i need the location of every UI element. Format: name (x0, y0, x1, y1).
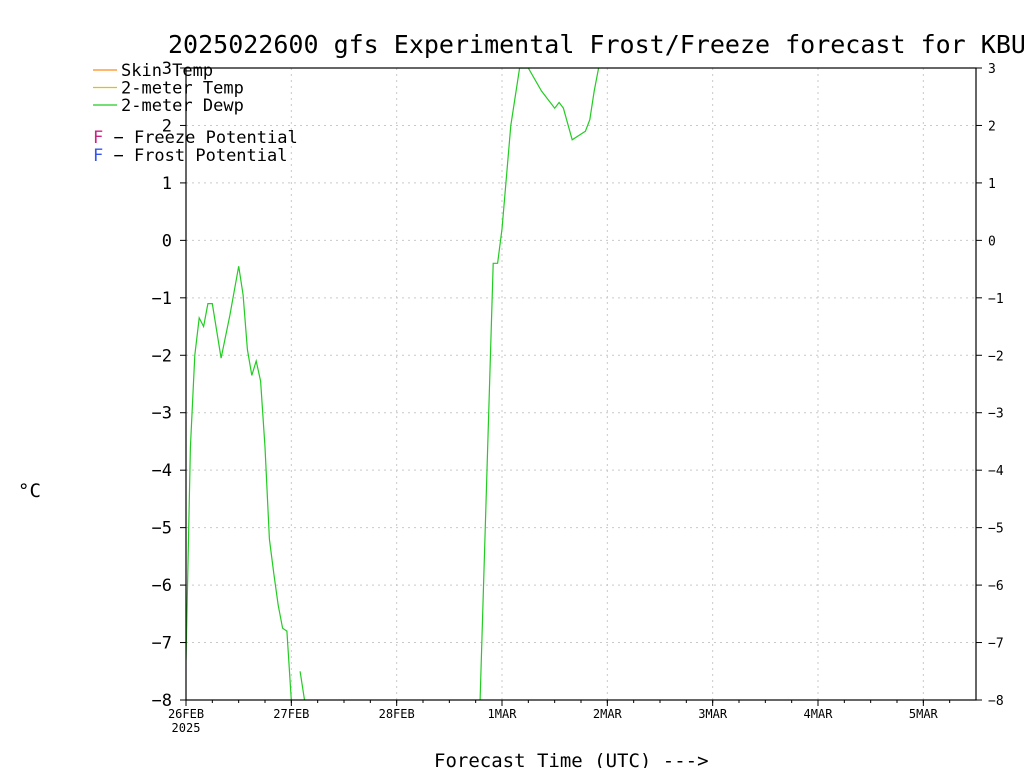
y-tick-label-right: −5 (988, 522, 1004, 537)
x-tick-label: 27FEB (273, 707, 309, 721)
legend-label: 2-meter Dewp (121, 96, 244, 116)
y-tick-label: −6 (152, 576, 172, 596)
x-tick-label: 28FEB (379, 707, 415, 721)
potential-letter: F (93, 128, 103, 148)
y-tick-label-right: −1 (988, 292, 1004, 307)
potential-legend-item: F − Frost Potential (93, 146, 287, 166)
y-tick-label-right: −4 (988, 464, 1004, 479)
x-tick-label: 2MAR (593, 707, 623, 721)
y-tick-label: −4 (152, 461, 172, 481)
plot-frame (185, 67, 977, 701)
y-tick-label: −1 (152, 289, 172, 309)
y-tick-label-right: 2 (988, 119, 996, 134)
potential-legend-item: F − Freeze Potential (93, 128, 298, 148)
potential-label: − Freeze Potential (103, 128, 297, 148)
legend-label: Skin Temp (121, 61, 213, 81)
y-axis-label: °C (18, 480, 41, 502)
y-axis-ticks: 3 3 2 2 1 1 0 0 −1 −1 −2 −2 −3 −3 −4 −4 −5 −5 −6 −6 −7 −7 −8 −8 (152, 59, 1004, 711)
dewpoint-line (479, 68, 600, 700)
x-tick-label: 4MAR (804, 707, 834, 721)
dewpoint-line (299, 671, 306, 700)
dewpoint-line (186, 266, 292, 700)
y-tick-label: 2 (162, 116, 172, 136)
x-tick-label: 26FEB (168, 707, 204, 721)
y-tick-label-right: −6 (988, 579, 1004, 594)
x-tick-label: 1MAR (488, 707, 518, 721)
y-tick-label: 3 (162, 59, 172, 79)
y-tick-label: −7 (152, 634, 172, 654)
x-tick-year-label: 2025 (172, 721, 201, 735)
x-axis-label: Forecast Time (UTC) ---> (434, 750, 709, 768)
y-tick-label-right: 3 (988, 62, 996, 77)
x-tick-label: 3MAR (698, 707, 728, 721)
y-tick-label: −3 (152, 404, 172, 424)
y-tick-label: 0 (162, 231, 172, 251)
y-tick-label: −2 (152, 346, 172, 366)
y-tick-label-right: −7 (988, 637, 1004, 652)
potential-label: − Frost Potential (103, 146, 287, 166)
y-tick-label: 1 (162, 174, 172, 194)
chart-title: 2025022600 gfs Experimental Frost/Freeze… (168, 30, 1024, 59)
y-tick-label: −5 (152, 519, 172, 539)
y-tick-label-right: 0 (988, 234, 996, 249)
y-tick-label-right: −3 (988, 407, 1004, 422)
series-lines (186, 68, 600, 700)
grid-lines (186, 68, 976, 700)
y-tick-label-right: −8 (988, 694, 1004, 709)
x-tick-label: 5MAR (909, 707, 939, 721)
y-tick-label: −8 (152, 691, 172, 711)
potential-letter: F (93, 146, 103, 166)
y-tick-label-right: 1 (988, 177, 996, 192)
y-tick-label-right: −2 (988, 349, 1004, 364)
legend-label: 2-meter Temp (121, 79, 244, 99)
